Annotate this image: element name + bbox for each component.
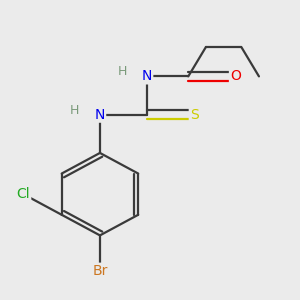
Text: O: O <box>230 69 241 83</box>
Text: Cl: Cl <box>16 187 30 201</box>
Text: H: H <box>117 65 127 79</box>
Text: Br: Br <box>92 264 108 278</box>
Text: N: N <box>95 108 105 122</box>
Text: H: H <box>70 104 80 117</box>
Text: S: S <box>190 108 199 122</box>
Text: N: N <box>142 69 152 83</box>
